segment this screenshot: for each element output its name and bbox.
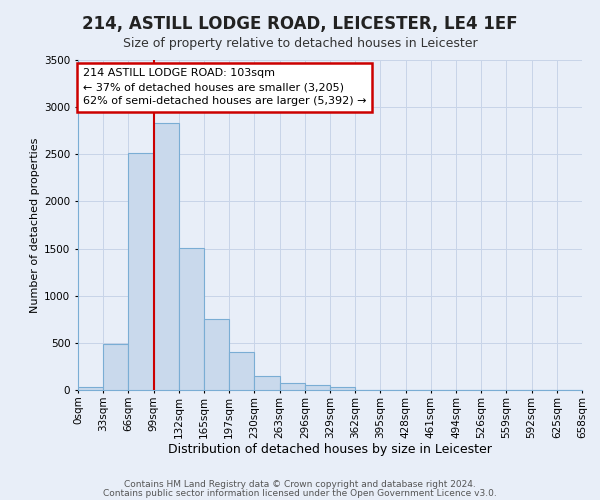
Text: Size of property relative to detached houses in Leicester: Size of property relative to detached ho… [122, 38, 478, 51]
Bar [179, 248, 204, 390]
X-axis label: Distribution of detached houses by size in Leicester: Distribution of detached houses by size … [168, 443, 492, 456]
Text: Contains public sector information licensed under the Open Government Licence v3: Contains public sector information licen… [103, 488, 497, 498]
Bar [128, 154, 154, 390]
Y-axis label: Number of detached properties: Number of detached properties [30, 138, 40, 312]
Text: 214 ASTILL LODGE ROAD: 103sqm
← 37% of detached houses are smaller (3,205)
62% o: 214 ASTILL LODGE ROAD: 103sqm ← 37% of d… [83, 68, 367, 106]
Bar [78, 387, 103, 390]
Bar [305, 385, 330, 390]
Bar [330, 387, 355, 390]
Bar [280, 383, 305, 390]
Bar [254, 376, 280, 390]
Bar [229, 352, 254, 390]
Bar [154, 123, 179, 390]
Text: 214, ASTILL LODGE ROAD, LEICESTER, LE4 1EF: 214, ASTILL LODGE ROAD, LEICESTER, LE4 1… [82, 15, 518, 33]
Bar [204, 320, 229, 390]
Bar [103, 344, 128, 390]
Text: Contains HM Land Registry data © Crown copyright and database right 2024.: Contains HM Land Registry data © Crown c… [124, 480, 476, 489]
